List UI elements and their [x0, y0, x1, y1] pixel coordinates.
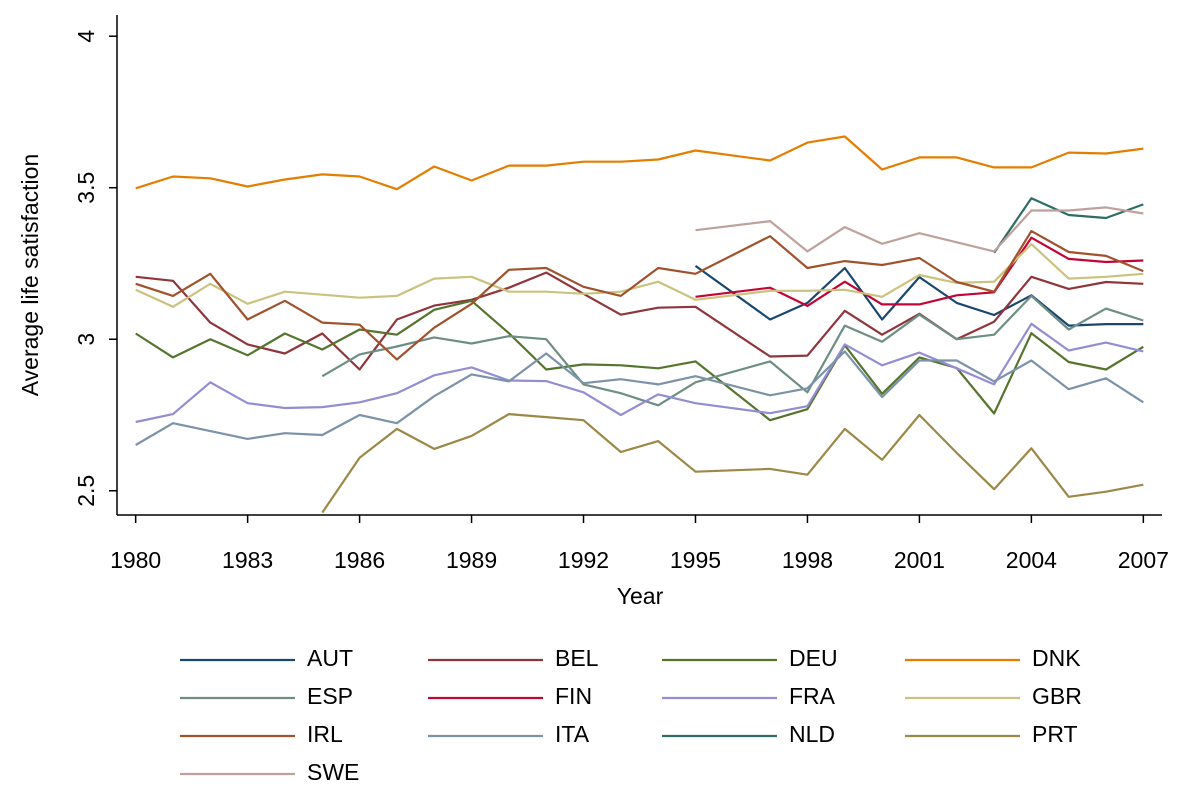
legend-label: PRT [1032, 721, 1078, 747]
legend-label: AUT [307, 645, 353, 671]
legend-label: IRL [307, 721, 343, 747]
x-tick-label: 1986 [334, 547, 385, 573]
y-tick-label: 2.5 [73, 475, 99, 507]
series-line [135, 299, 1144, 422]
legend-label: ESP [307, 683, 353, 709]
series-line [135, 322, 1144, 424]
x-tick-label: 1998 [782, 547, 833, 573]
legend-label: DNK [1032, 645, 1081, 671]
y-tick-label: 3 [73, 333, 99, 346]
series-line [135, 135, 1144, 191]
x-tick-label: 1992 [558, 547, 609, 573]
legend-label: BEL [555, 645, 599, 671]
series-line [135, 350, 1144, 446]
y-tick-label: 3.5 [73, 172, 99, 204]
series-line [695, 236, 1144, 307]
series-line [695, 206, 1144, 253]
y-axis-title: Average life satisfaction [17, 154, 43, 397]
legend-label: ITA [555, 721, 590, 747]
legend-label: SWE [307, 759, 359, 785]
series-line [993, 197, 1144, 254]
legend-label: GBR [1032, 683, 1082, 709]
x-tick-label: 2007 [1118, 547, 1169, 573]
x-tick-label: 1980 [110, 547, 161, 573]
x-tick-label: 2001 [894, 547, 945, 573]
x-tick-label: 1989 [446, 547, 497, 573]
legend-label: DEU [789, 645, 838, 671]
legend-label: NLD [789, 721, 835, 747]
series-line [321, 294, 1144, 407]
legend-label: FRA [789, 683, 836, 709]
x-tick-label: 2004 [1006, 547, 1057, 573]
x-tick-label: 1983 [222, 547, 273, 573]
series-line [135, 243, 1144, 308]
x-tick-label: 1995 [670, 547, 721, 573]
series-line [135, 230, 1144, 361]
x-axis-title: Year [617, 583, 664, 609]
legend-label: FIN [555, 683, 592, 709]
y-tick-label: 4 [73, 30, 99, 43]
series-line [321, 413, 1144, 514]
series-line [135, 271, 1144, 371]
